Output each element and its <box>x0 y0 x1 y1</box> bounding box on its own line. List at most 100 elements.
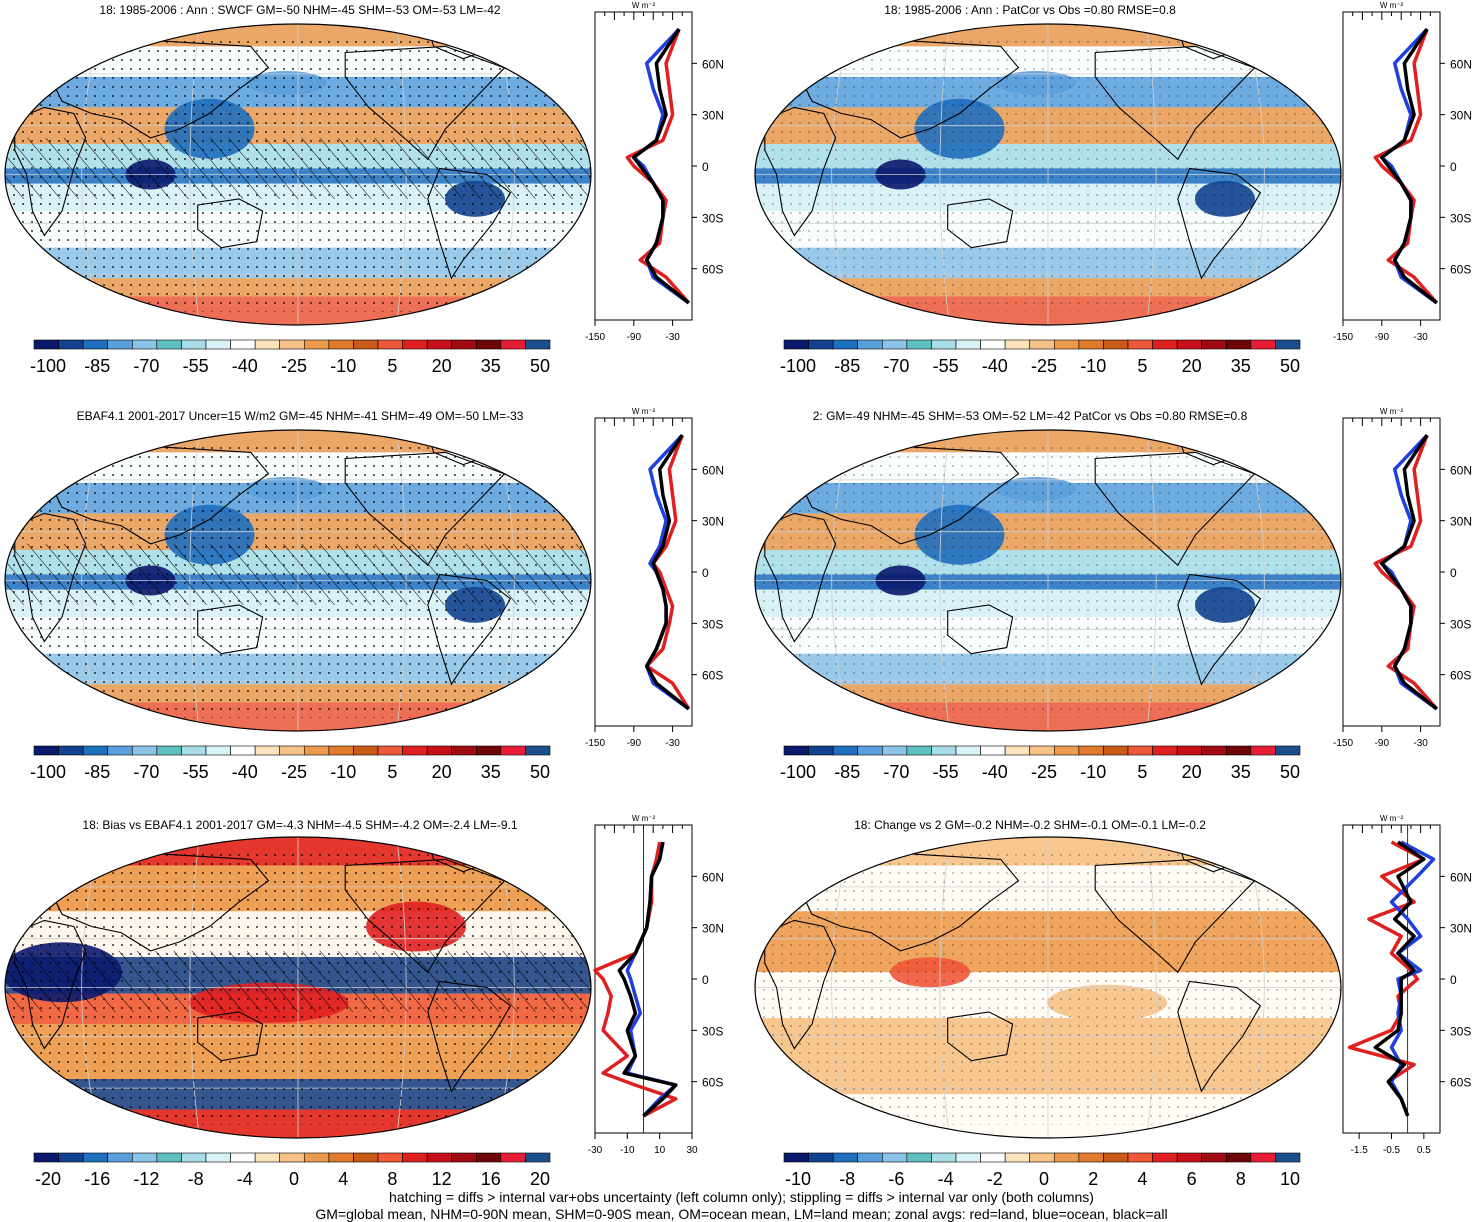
map-border <box>4 23 592 326</box>
lat-label: 0 <box>1450 566 1457 580</box>
colorbar-label: -25 <box>281 356 307 376</box>
colorbar-cell <box>931 745 957 756</box>
colorbar-cell <box>33 1152 59 1163</box>
colorbar-label: 4 <box>338 1169 348 1189</box>
colorbar-cell <box>1176 339 1203 350</box>
colorbar-cell <box>230 339 256 350</box>
colorbar-cell <box>205 339 231 350</box>
panel-title: 18: Change vs 2 GM=-0.2 NHM=-0.2 SHM=-0.… <box>854 818 1206 832</box>
colorbar-cell <box>1103 339 1129 350</box>
colorbar-cell <box>131 745 158 756</box>
colorbar-cell <box>1275 339 1301 350</box>
lat-label: 30S <box>1450 617 1471 631</box>
lat-label: 60N <box>1450 463 1472 477</box>
x-tick-label: -90 <box>1375 738 1390 749</box>
colorbar-cell <box>33 339 59 350</box>
colorbar-cell <box>1078 1152 1104 1163</box>
zonal-series-all <box>1380 28 1438 305</box>
world-map <box>4 836 592 1139</box>
colorbar-cell <box>1201 745 1227 756</box>
colorbar-cell <box>931 1152 957 1163</box>
x-tick-label: -90 <box>627 738 642 749</box>
x-tick-label: -30 <box>1413 332 1428 343</box>
colorbar-cell <box>131 339 158 350</box>
colorbar-label: -25 <box>1031 762 1057 782</box>
colorbar-label: -6 <box>888 1169 904 1189</box>
colorbar-cell <box>82 745 109 756</box>
colorbar-cell <box>881 1152 908 1163</box>
colorbar-cell <box>808 339 834 350</box>
stippling-overlay <box>5 443 591 718</box>
colorbar-cell <box>156 745 182 756</box>
colorbar-cell <box>33 745 59 756</box>
x-tick-label: -10 <box>620 1145 635 1156</box>
zonal-series-all <box>1380 434 1438 711</box>
zonal-series-all <box>1373 840 1426 1117</box>
colorbar-label: 5 <box>387 356 397 376</box>
colorbar-label: 12 <box>432 1169 452 1189</box>
colorbar-cell <box>1078 339 1104 350</box>
colorbar-cell <box>328 339 354 350</box>
colorbar-cell <box>783 745 809 756</box>
zonal-series-all <box>644 434 690 711</box>
colorbar-cell <box>475 339 502 350</box>
colorbar-cell <box>181 1152 207 1163</box>
colorbar-cell <box>254 339 281 350</box>
colorbar-cell <box>377 745 403 756</box>
colorbar-cell <box>832 339 859 350</box>
colorbar-cell <box>1029 339 1055 350</box>
footer-hatching-note: hatching = diffs > internal var+obs unce… <box>389 1189 1094 1205</box>
continent-outline <box>5 864 63 909</box>
lat-label: 60N <box>1450 57 1472 71</box>
colorbar-cell <box>1053 1152 1080 1163</box>
colorbar-cell <box>377 1152 403 1163</box>
colorbar-cell <box>500 1152 526 1163</box>
colorbar-cell <box>1201 1152 1227 1163</box>
lat-label: 30S <box>702 1024 723 1038</box>
colorbar-label: -12 <box>133 1169 159 1189</box>
zonal-series-land <box>1373 28 1439 305</box>
stippling-overlay <box>755 37 1341 312</box>
zonal-unit-label: W m⁻² <box>1380 1 1404 10</box>
colorbar-cell <box>205 745 231 756</box>
colorbar-cell <box>451 745 477 756</box>
colorbar-label: 8 <box>1236 1169 1246 1189</box>
lat-label: 60N <box>702 57 724 71</box>
colorbar-cell <box>303 1152 330 1163</box>
colorbar-label: -55 <box>933 762 959 782</box>
continent-outline <box>5 457 63 502</box>
colorbar-label: -70 <box>883 762 909 782</box>
lat-label: 60N <box>1450 870 1472 884</box>
colorbar: -100 -85 -70 -55 -40 -25 -10 5 20 35 50 <box>30 745 551 782</box>
x-tick-label: 10 <box>654 1145 666 1156</box>
colorbar-cell <box>955 339 981 350</box>
colorbar-label: 20 <box>1182 356 1202 376</box>
colorbar-cell <box>451 1152 477 1163</box>
stippling-overlay <box>5 37 591 312</box>
colorbar-cell <box>230 745 256 756</box>
x-tick-label: -150 <box>1333 332 1353 343</box>
colorbar-label: -8 <box>839 1169 855 1189</box>
colorbar-label: -100 <box>780 356 816 376</box>
map-border <box>4 836 592 1139</box>
colorbar-label: 5 <box>387 762 397 782</box>
x-tick-label: 0.5 <box>1417 1145 1431 1156</box>
colorbar-cell <box>980 745 1006 756</box>
colorbar-cell <box>783 339 809 350</box>
colorbar-cell <box>58 745 84 756</box>
colorbar-label: -70 <box>133 356 159 376</box>
zonal-unit-label: W m⁻² <box>1380 407 1404 416</box>
colorbar-cell <box>426 1152 453 1163</box>
colorbar-cell <box>1225 745 1252 756</box>
colorbar-label: 10 <box>1280 1169 1300 1189</box>
world-map <box>4 429 592 732</box>
colorbar-label: -2 <box>987 1169 1003 1189</box>
colorbar-cell <box>402 745 428 756</box>
colorbar-label: -16 <box>84 1169 110 1189</box>
stippling-overlay <box>755 443 1341 718</box>
colorbar-cell <box>1152 745 1178 756</box>
panel-title: 18: Bias vs EBAF4.1 2001-2017 GM=-4.3 NH… <box>82 818 518 832</box>
colorbar-cell <box>1053 339 1080 350</box>
lat-label: 30N <box>702 922 724 936</box>
colorbar-cell <box>1029 745 1055 756</box>
